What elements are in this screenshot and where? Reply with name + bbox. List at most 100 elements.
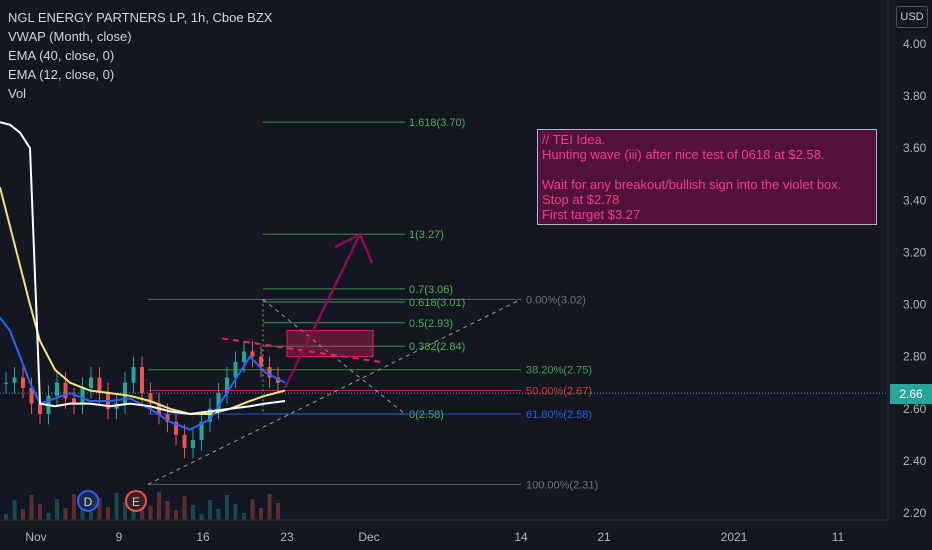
y-tick-label: 2.60 [903,402,927,416]
fib-ret-label: 100.00%(2.31) [526,479,598,491]
fib-ext-label: 1.618(3.70) [409,117,465,129]
y-tick-label: 3.00 [903,298,927,312]
candle-body [225,377,229,394]
idea-note[interactable]: // TEI Idea. Hunting wave (iii) after ni… [537,129,877,225]
x-tick-label: 9 [116,530,123,544]
volume-bar [4,514,8,520]
note-line: Hunting wave (iii) after nice test of 06… [542,147,825,162]
volume-bar [208,500,212,520]
fib-ext-label: 0.5(2.93) [409,318,453,330]
candle-body [80,387,85,404]
fib-ext-label: 0(2.58) [409,409,444,421]
candle-body [174,421,178,435]
volume-bar [29,495,34,520]
candle-body [55,382,59,396]
ema12-line [0,316,286,431]
volume-bar [131,511,136,520]
candle-body [191,440,195,448]
volume-bar [199,514,204,520]
candle-body [216,393,221,409]
arrow-head [334,232,374,264]
candle-body [123,382,127,404]
note-line: Stop at $2.78 [542,192,620,207]
fib-ext-label: 0.382(2.84) [409,341,465,353]
y-tick-label: 2.80 [903,350,927,364]
candle-body [242,351,246,362]
y-tick-label: 3.80 [903,89,927,103]
candle-body [63,382,68,399]
volume-bar [46,513,51,520]
trend-line-up [147,298,522,485]
candle-body [208,408,212,422]
candle-body [131,367,136,383]
earnings-marker[interactable]: E [125,490,147,512]
volume-bar [97,498,102,520]
candle-body [38,403,42,414]
x-tick-label: 2021 [721,530,748,544]
volume-bar [157,492,161,520]
candle-body [259,356,263,368]
symbol-title[interactable]: NGL ENERGY PARTNERS LP, 1h, Cboe BZX [8,10,273,25]
volume-bar [114,493,119,520]
volume-bar [225,495,229,520]
y-tick-label: 2.20 [903,506,927,520]
volume-bar [174,510,178,520]
note-line [542,162,872,177]
fib-ret-label: 61.80%(2.58) [526,409,592,421]
indicator-ema40[interactable]: EMA (40, close, 0) [8,48,115,63]
currency-button[interactable]: USD [896,6,928,28]
volume-bar [123,502,127,520]
volume-bar [276,503,280,520]
wedge-line [221,337,381,363]
volume-bar [89,512,93,520]
fib-ext-label: 1(3.27) [409,229,444,241]
candle-body [21,377,25,388]
x-tick-label: 21 [597,530,611,544]
target-arrow [283,233,362,389]
drawing-annotations [147,232,522,485]
x-tick-label: 14 [514,530,528,544]
candle-body [165,413,170,422]
x-tick-label: 23 [280,530,294,544]
candle-body [89,377,93,388]
volume-bar [21,509,25,520]
candle-body [4,382,8,384]
indicator-vwap[interactable]: VWAP (Month, close) [8,29,132,44]
violet-target-box [286,330,374,358]
volume-bar [259,508,263,520]
volume-bar [191,505,195,520]
indicator-volume[interactable]: Vol [8,86,27,101]
dividend-marker[interactable]: D [77,490,99,512]
fib-ret-label: 50.00%(2.67) [526,386,592,398]
fib-ext-label: 0.618(3.01) [409,297,465,309]
moving-averages [0,121,286,431]
candle-body [148,393,153,404]
volume-bar [165,501,170,520]
candle-body [97,377,102,394]
indicator-ema12[interactable]: EMA (12, close, 0) [8,67,115,82]
current-price-badge: 2.66 [890,384,932,404]
x-tick-label: 16 [196,530,210,544]
volume-bar [182,496,187,520]
candle-body [267,367,272,378]
y-tick-label: 3.20 [903,245,927,259]
volume-bar [63,508,68,520]
volume-bar [80,503,85,520]
fib-ext-label: 0.7(3.06) [409,284,453,296]
volume-bar [242,513,246,520]
x-tick-label: Dec [358,530,379,544]
volume-bar [12,500,17,520]
volume-bar [55,499,59,520]
note-line: Wait for any breakout/bullish sign into … [542,177,842,192]
volume-bar [38,504,42,520]
fib-ret-label: 38.20%(2.75) [526,365,592,377]
chart-legend: NGL ENERGY PARTNERS LP, 1h, Cboe BZX VWA… [8,8,272,103]
note-line: First target $3.27 [542,207,641,222]
candle-body [72,398,76,404]
y-tick-label: 2.40 [903,454,927,468]
volume-bar [148,506,153,520]
x-tick-label: 11 [832,530,845,544]
y-tick-label: 3.60 [903,141,927,155]
